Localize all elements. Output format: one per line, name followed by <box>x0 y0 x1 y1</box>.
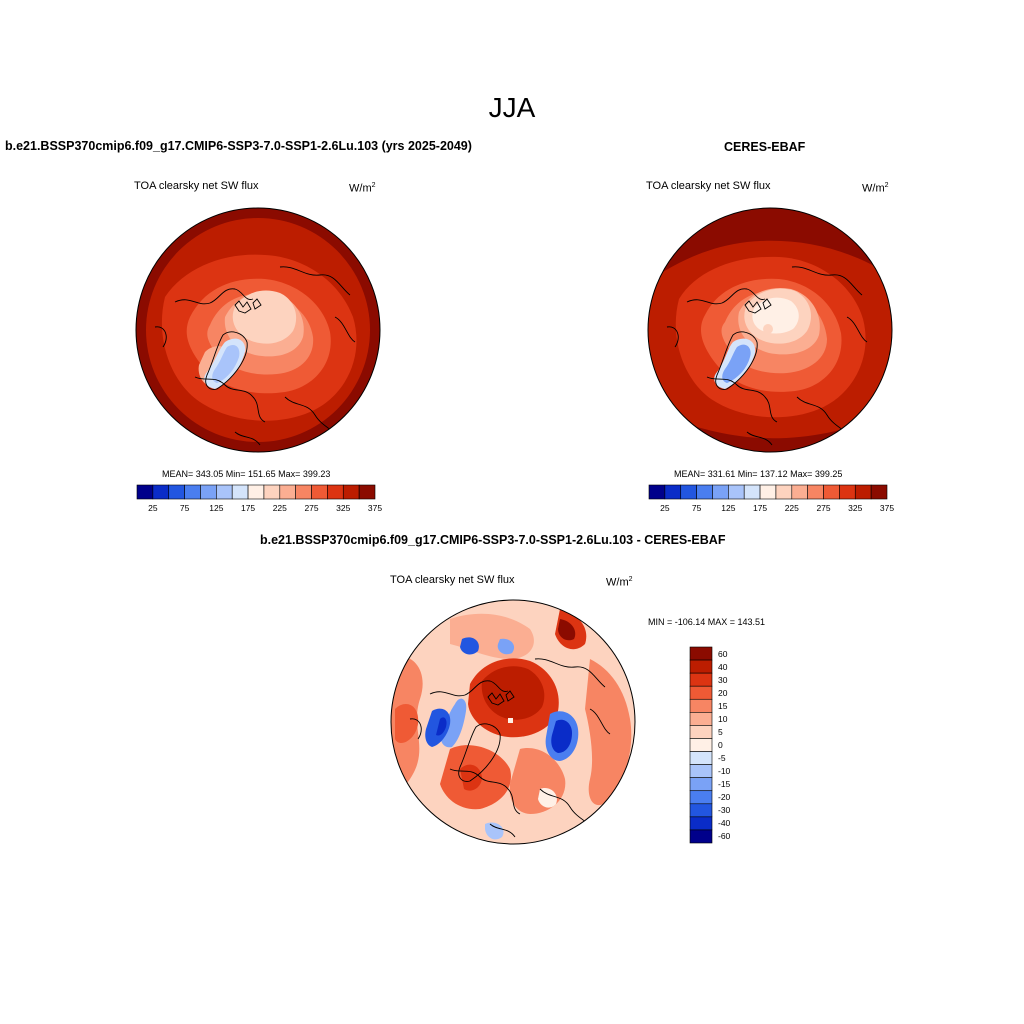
colorbar-tick-label: 375 <box>879 503 895 513</box>
main-title: JJA <box>488 92 536 123</box>
colorbar-tick-label: 75 <box>179 503 190 513</box>
colorbar-tick-label: 5 <box>718 726 723 737</box>
panel2-colorbar <box>648 484 888 500</box>
colorbar-box <box>823 484 840 500</box>
colorbar-box <box>689 816 713 831</box>
colorbar-box <box>696 484 713 500</box>
colorbar-tick-label: 225 <box>784 503 799 513</box>
colorbar-tick-label: -5 <box>718 753 726 764</box>
colorbar-tick-label: 60 <box>718 648 728 659</box>
colorbar-tick-label: 10 <box>718 713 728 724</box>
panel3-stats: MIN = -106.14 MAX = 143.51 <box>648 617 766 627</box>
colorbar-box <box>231 484 249 500</box>
panel3-units-label: W/m2 <box>606 576 633 589</box>
colorbar-box <box>279 484 296 500</box>
panel1-map <box>135 207 381 453</box>
colorbar-box <box>680 484 697 500</box>
colorbar-box <box>689 712 713 726</box>
panel2-title: CERES-EBAF <box>724 140 806 154</box>
colorbar-box <box>870 484 888 500</box>
panel3-title: b.e21.BSSP370cmip6.f09_g17.CMIP6-SSP3-7.… <box>260 533 726 547</box>
colorbar-tick-label: 25 <box>660 503 670 513</box>
colorbar-tick-label: 40 <box>718 661 728 672</box>
colorbar-tick-label: -30 <box>718 805 731 816</box>
colorbar-tick-label: 325 <box>848 503 863 513</box>
colorbar-tick-label: -10 <box>718 766 731 777</box>
colorbar-box <box>775 484 793 500</box>
colorbar-tick-label: 125 <box>209 503 224 513</box>
colorbar-box <box>168 484 185 500</box>
colorbar-tick-label: 30 <box>718 674 728 685</box>
panel2-units-label: W/m2 <box>862 182 889 195</box>
colorbar-box <box>358 484 376 500</box>
colorbar-box <box>689 790 713 805</box>
colorbar-tick-label: -40 <box>718 818 731 829</box>
panel1-colorbar <box>136 484 376 500</box>
panel2-map <box>647 207 893 453</box>
colorbar-box <box>184 484 201 500</box>
panel3-map <box>390 599 636 845</box>
colorbar-tick-label: -60 <box>718 831 731 842</box>
colorbar-box <box>311 484 328 500</box>
panel1-stats: MEAN= 343.05 Min= 151.65 Max= 399.23 <box>162 469 331 479</box>
panel2-variable-label: TOA clearsky net SW flux <box>646 180 771 192</box>
panel3-colorbar <box>689 646 713 844</box>
colorbar-box <box>689 738 713 752</box>
colorbar-tick-label: 225 <box>272 503 287 513</box>
colorbar-box <box>743 484 761 500</box>
colorbar-box <box>689 672 713 687</box>
colorbar-tick-label: 275 <box>304 503 319 513</box>
colorbar-box <box>648 484 666 500</box>
colorbar-tick-label: 15 <box>718 700 728 711</box>
colorbar-tick-label: 25 <box>148 503 158 513</box>
panel3-variable-label: TOA clearsky net SW flux <box>390 574 515 586</box>
colorbar-box <box>689 803 713 818</box>
colorbar-box <box>689 829 713 844</box>
colorbar-box <box>807 484 824 500</box>
colorbar-tick-label: -20 <box>718 792 731 803</box>
colorbar-box <box>689 646 713 661</box>
colorbar-box <box>689 685 713 700</box>
colorbar-box <box>247 484 265 500</box>
colorbar-box <box>689 698 713 713</box>
colorbar-box <box>689 659 713 674</box>
colorbar-box <box>689 777 713 792</box>
colorbar-box <box>712 484 729 500</box>
colorbar-box <box>854 484 872 500</box>
colorbar-box <box>664 484 682 500</box>
colorbar-box <box>839 484 856 500</box>
colorbar-tick-label: 175 <box>752 503 768 513</box>
panel1-title: b.e21.BSSP370cmip6.f09_g17.CMIP6-SSP3-7.… <box>5 139 472 153</box>
colorbar-tick-label: 325 <box>336 503 351 513</box>
colorbar-box <box>791 484 808 500</box>
colorbar-box <box>327 484 344 500</box>
colorbar-box <box>216 484 233 500</box>
colorbar-tick-label: 0 <box>718 740 723 750</box>
colorbar-box <box>759 484 777 500</box>
colorbar-tick-label: 275 <box>816 503 831 513</box>
colorbar-box <box>152 484 170 500</box>
colorbar-box <box>689 725 713 739</box>
colorbar-box <box>136 484 154 500</box>
colorbar-tick-label: -15 <box>718 779 731 790</box>
colorbar-tick-label: 75 <box>691 503 702 513</box>
panel1-units-label: W/m2 <box>349 182 376 195</box>
colorbar-box <box>689 764 713 778</box>
panel1-variable-label: TOA clearsky net SW flux <box>134 180 259 192</box>
colorbar-box <box>728 484 745 500</box>
colorbar-box <box>689 751 713 765</box>
panel2-stats: MEAN= 331.61 Min= 137.12 Max= 399.25 <box>674 469 843 479</box>
colorbar-box <box>342 484 360 500</box>
colorbar-box <box>200 484 217 500</box>
colorbar-tick-label: 20 <box>718 687 728 698</box>
colorbar-box <box>295 484 312 500</box>
colorbar-tick-label: 125 <box>721 503 736 513</box>
colorbar-tick-label: 375 <box>367 503 383 513</box>
colorbar-box <box>263 484 281 500</box>
colorbar-tick-label: 175 <box>240 503 256 513</box>
